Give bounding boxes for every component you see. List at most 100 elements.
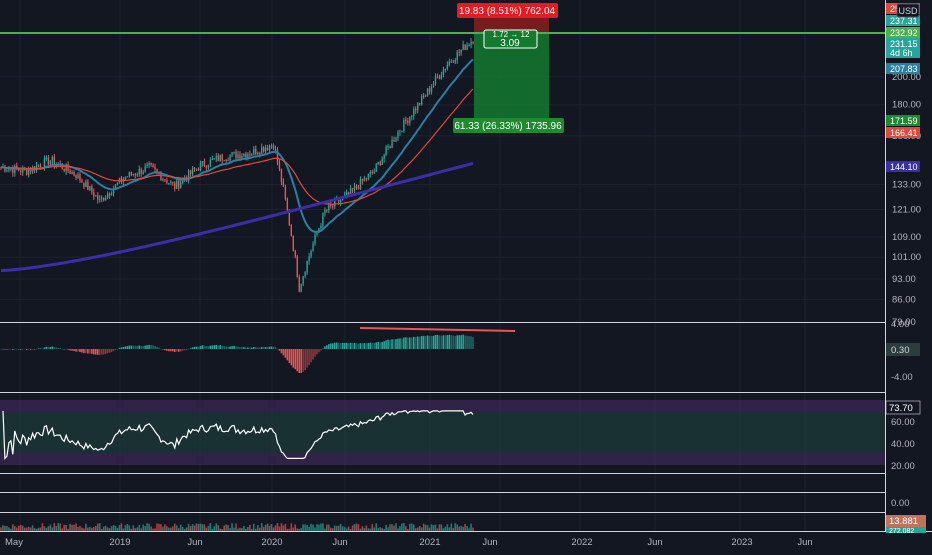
ratio-label-bg [483, 29, 538, 49]
volume-bar [420, 527, 423, 531]
ema-slow-line [0, 88, 474, 205]
volume-bar [424, 524, 427, 531]
candle-body [472, 41, 474, 44]
time-axis-label: Jun [187, 537, 202, 548]
volume-bar [104, 525, 107, 531]
candle-body [140, 168, 142, 174]
volume-bar [144, 526, 146, 531]
candle-body [270, 145, 273, 147]
macd-bar [213, 345, 216, 349]
time-axis-label: 2020 [261, 537, 282, 548]
macd-bar [181, 349, 184, 351]
macd-bar [468, 336, 470, 349]
candle-body [253, 148, 255, 154]
volume-bar [363, 528, 366, 531]
volume-bar [181, 526, 184, 531]
macd-bar [83, 349, 85, 354]
candle-body [101, 197, 103, 199]
macd-bar [278, 349, 281, 351]
candle-body [116, 182, 119, 185]
price-axis-tick: 180.00 [892, 100, 921, 111]
candle-body [298, 277, 300, 292]
volume-bar [89, 526, 91, 531]
candle-body [120, 177, 123, 182]
time-axis-label: 2021 [419, 537, 440, 548]
target-label-bg [453, 118, 564, 133]
candle-body [132, 174, 135, 176]
time-axis[interactable]: May 2019 Jun 2020 Jun 2021 Jun 2022 Jun 2023 Jun [5, 537, 813, 548]
candle-body [134, 174, 136, 176]
macd-bar [53, 347, 56, 349]
macd-bar [100, 349, 103, 355]
volume-tag-text: 13.881 [889, 516, 918, 527]
volume-bar [25, 527, 28, 531]
candle-body [154, 166, 156, 170]
candle-body [209, 159, 212, 166]
macd-bar [247, 347, 249, 349]
macd-bar [120, 347, 123, 349]
candle-body [452, 61, 454, 63]
volume-bar [331, 528, 334, 531]
candle-body [193, 168, 196, 170]
candle-body [353, 185, 356, 190]
macd-bar [373, 342, 376, 349]
macd-bar [383, 341, 385, 349]
macd-divergence-line[interactable] [359, 327, 516, 332]
candle-body [367, 173, 370, 180]
volume-bar [166, 526, 168, 531]
macd-bar [343, 342, 346, 349]
volume-bar [361, 526, 364, 531]
rsi-tick-60: 60.00 [891, 417, 915, 428]
candle-body [458, 51, 460, 53]
candle-body [25, 169, 28, 175]
candle-body [4, 166, 6, 172]
candle-body [401, 131, 403, 133]
macd-bar [239, 347, 241, 349]
candle-body [274, 148, 277, 151]
volume-bar [249, 524, 251, 531]
macd-bar [2, 348, 4, 350]
candle-body [409, 116, 411, 123]
candle-body [444, 68, 447, 70]
candle-body [47, 157, 50, 165]
volume-bar [19, 524, 22, 531]
volume-bar [118, 525, 121, 531]
volume-bar [410, 523, 413, 531]
macd-bar [93, 349, 95, 355]
volume-bar [49, 524, 52, 531]
candle-body [249, 154, 251, 156]
candle-body [403, 119, 405, 132]
volume-bar [71, 524, 73, 531]
rsi-overbought-zone [0, 400, 885, 412]
macd-bar [369, 342, 372, 349]
candle-body [168, 182, 170, 184]
volume-bar [4, 525, 6, 531]
macd-bar [399, 338, 401, 349]
candle-body [114, 184, 117, 189]
macd-bar [77, 349, 79, 352]
candle-body [164, 179, 166, 181]
volume-bar [262, 526, 265, 531]
volume-bar [379, 527, 381, 531]
candle-body [126, 176, 129, 178]
volume-bar [81, 527, 83, 531]
macd-bar [65, 349, 67, 350]
macd-bar [209, 345, 212, 349]
candle-body [462, 44, 464, 50]
volume-bar [458, 526, 460, 531]
target-label-text: 61.33 (26.33%) 1735.96 [454, 121, 562, 132]
macd-bar [102, 349, 105, 355]
candle-body [310, 250, 312, 257]
macd-bar [187, 348, 190, 350]
volume-bar [142, 524, 144, 531]
moving-average-lines [0, 58, 474, 273]
candle-body [426, 88, 429, 96]
candle-body [379, 162, 381, 166]
volume-bar [260, 523, 263, 531]
macd-bar [318, 349, 320, 353]
currency-badge[interactable]: USD [896, 3, 920, 18]
volume-bar [61, 528, 64, 531]
